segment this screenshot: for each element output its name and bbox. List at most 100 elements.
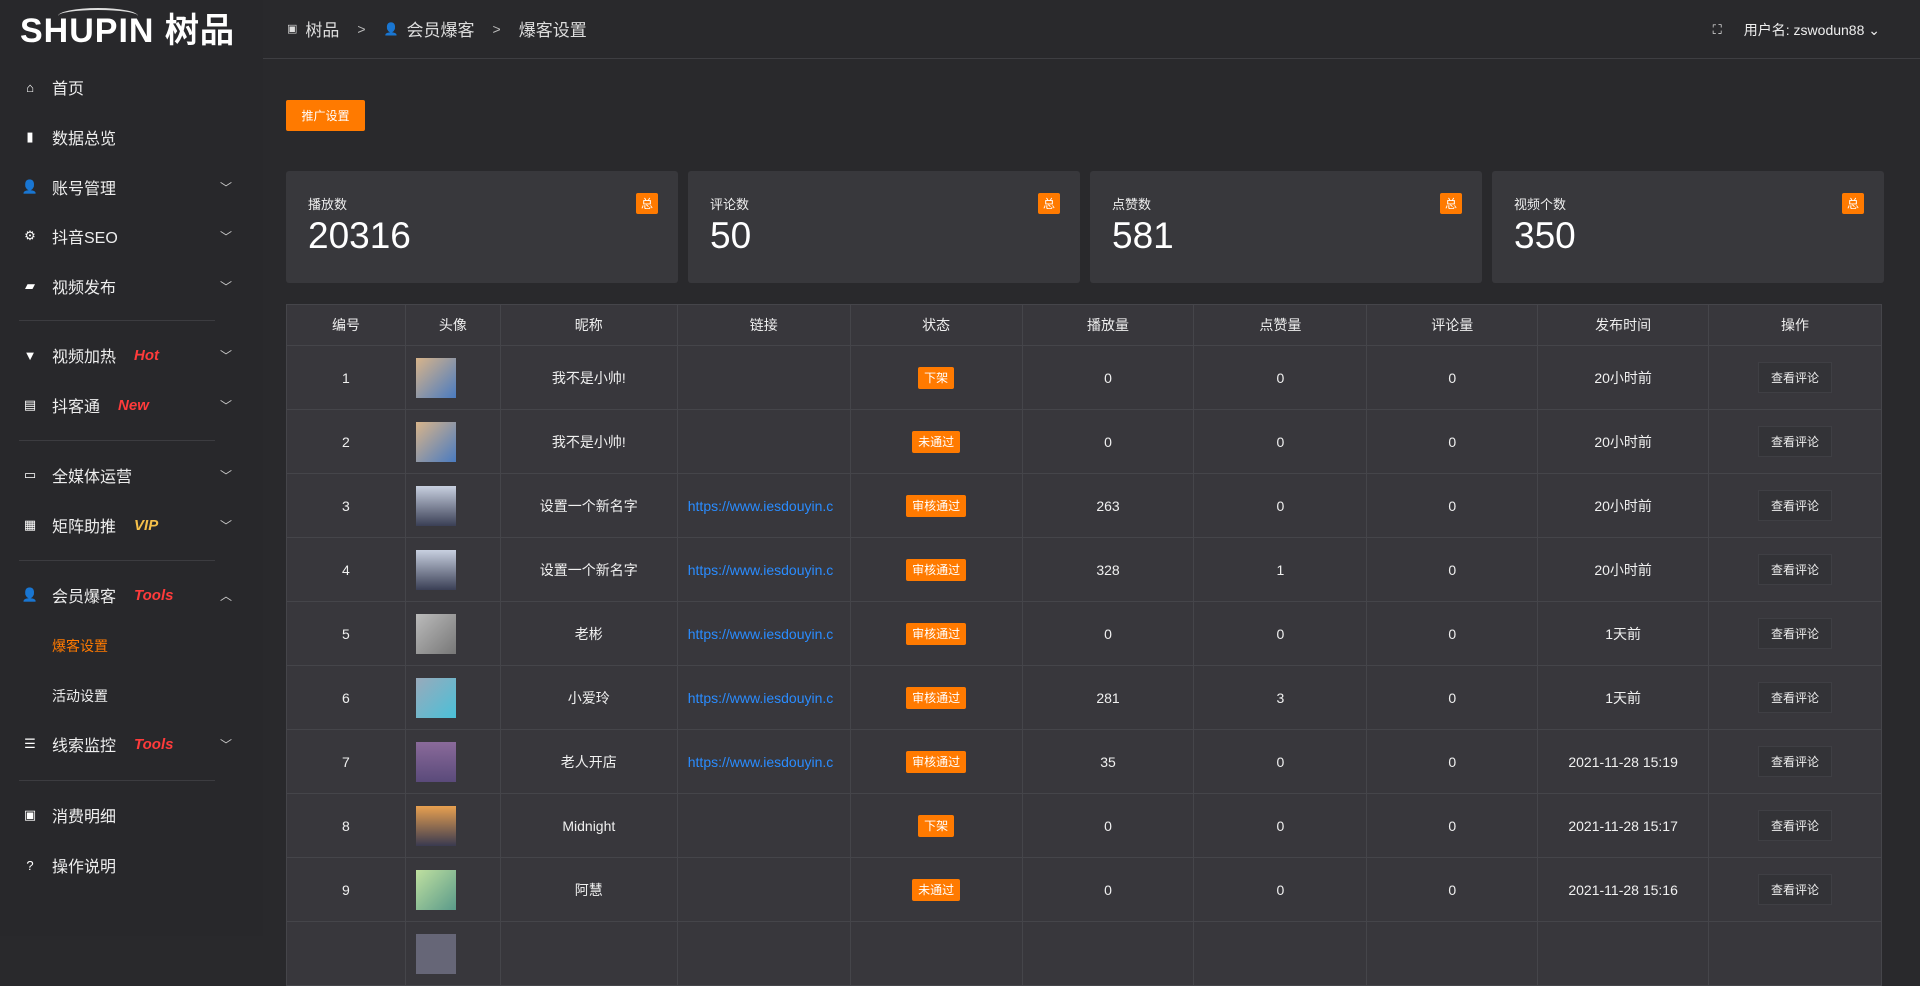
row-id: 8 <box>286 793 406 858</box>
sidebar-item-label: 全媒体运营 <box>52 469 133 486</box>
view-comments-button[interactable]: 查看评论 <box>1758 490 1833 521</box>
user-icon: 👤 <box>383 21 399 36</box>
plays: 0 <box>1021 409 1195 474</box>
table-row: 3 设置一个新名字 https://www.iesdouyin.c 审核通过 2… <box>286 473 1882 538</box>
status-badge: 审核通过 <box>906 559 967 581</box>
table-row: 1 我不是小帅! 下架 0 0 0 20小时前 查看评论 <box>286 345 1882 410</box>
sidebar-item[interactable]: ? 操作说明 <box>22 850 232 880</box>
likes: 0 <box>1193 793 1368 858</box>
chevron-down-icon: ﹀ <box>219 229 232 244</box>
likes: 0 <box>1193 857 1368 922</box>
view-comments-button[interactable]: 查看评论 <box>1758 810 1833 841</box>
total-badge: 总 <box>1841 193 1864 214</box>
publish-time: 20小时前 <box>1537 409 1710 474</box>
breadcrumb-item[interactable]: 会员爆客 <box>406 21 475 40</box>
column-header: 链接 <box>676 304 851 346</box>
view-comments-button[interactable]: 查看评论 <box>1758 362 1833 393</box>
breadcrumb: ▣ 树品 > 👤 会员爆客 > 爆客设置 <box>287 16 587 41</box>
view-comments-button[interactable]: 查看评论 <box>1758 746 1833 777</box>
sidebar-item[interactable]: ▦ 矩阵助推 VIP ﹀ <box>22 510 232 540</box>
likes: 1 <box>1193 537 1368 602</box>
total-badge: 总 <box>1037 193 1060 214</box>
sidebar-item-label: 消费明细 <box>52 809 117 826</box>
breadcrumb-item[interactable]: 树品 <box>305 21 340 40</box>
likes: 0 <box>1193 473 1368 538</box>
view-comments-button[interactable]: 查看评论 <box>1758 426 1833 457</box>
view-comments-button[interactable]: 查看评论 <box>1758 554 1833 585</box>
stat-card: 播放数 20316 总 <box>286 171 678 283</box>
stat-card: 评论数 50 总 <box>688 171 1080 283</box>
sidebar-item[interactable]: 👤 会员爆客 Tools ︿ <box>22 580 232 610</box>
row-id: 6 <box>286 665 406 730</box>
avatar <box>415 805 456 846</box>
stat-value: 50 <box>710 215 752 256</box>
logo[interactable]: SHUPIN 树品 <box>20 8 235 52</box>
sidebar-item[interactable]: 👤 账号管理 ﹀ <box>22 172 232 202</box>
avatar <box>415 677 456 718</box>
video-link[interactable]: https://www.iesdouyin.c <box>687 497 834 514</box>
video-link[interactable]: https://www.iesdouyin.c <box>687 753 834 770</box>
total-badge: 总 <box>635 193 658 214</box>
home-icon: ⌂ <box>26 79 34 95</box>
stat-value: 581 <box>1112 215 1174 256</box>
plays: 0 <box>1021 345 1195 410</box>
publish-time: 1天前 <box>1537 601 1710 666</box>
promo-settings-button[interactable]: 推广设置 <box>286 100 365 131</box>
table-row: 5 老彬 https://www.iesdouyin.c 审核通过 0 0 0 … <box>286 601 1882 666</box>
video-link[interactable]: https://www.iesdouyin.c <box>687 561 834 578</box>
table-row: 6 小爱玲 https://www.iesdouyin.c 审核通过 281 3… <box>286 665 1882 730</box>
chevron-down-icon: ﹀ <box>219 398 232 413</box>
stat-value: 350 <box>1514 215 1576 256</box>
sidebar-item-label: 首页 <box>52 81 85 98</box>
plays: 0 <box>1021 601 1195 666</box>
username: 用户名: zswodun88 <box>1743 22 1865 38</box>
sidebar-item[interactable]: ▰ 视频发布 ﹀ <box>22 271 232 301</box>
flag-icon: ▼ <box>23 347 37 363</box>
stat-value: 20316 <box>308 215 411 256</box>
status-badge: 审核通过 <box>906 751 967 773</box>
comments: 0 <box>1366 729 1539 794</box>
view-comments-button[interactable]: 查看评论 <box>1758 874 1833 905</box>
user-menu[interactable]: 用户名: zswodun88 ⌄ <box>1744 20 1880 40</box>
monitor-icon: ▭ <box>23 467 37 482</box>
sidebar-item-label: 线索监控 <box>52 738 117 755</box>
sidebar-item[interactable]: ▭ 全媒体运营 ﹀ <box>22 460 232 490</box>
total-badge: 总 <box>1439 193 1462 214</box>
sidebar-item[interactable]: ☰ 线索监控 Tools ﹀ <box>22 729 232 759</box>
chevron-down-icon: ﹀ <box>219 518 232 533</box>
sidebar-item-tag: Tools <box>134 735 174 753</box>
column-header: 播放量 <box>1021 304 1195 346</box>
video-link[interactable]: https://www.iesdouyin.c <box>687 625 834 642</box>
sidebar-item[interactable]: ⌂ 首页 <box>22 72 232 102</box>
divider <box>19 320 215 321</box>
nickname: 老人开店 <box>499 729 678 794</box>
table-row: 9 阿慧 未通过 0 0 0 2021-11-28 15:16 查看评论 <box>286 857 1882 922</box>
column-header: 评论量 <box>1366 304 1539 346</box>
view-comments-button[interactable]: 查看评论 <box>1758 618 1833 649</box>
sidebar-subitem[interactable]: 活动设置 <box>52 688 108 704</box>
sidebar-item[interactable]: ▼ 视频加热 Hot ﹀ <box>22 340 232 370</box>
sidebar-item-tag: Tools <box>134 586 174 604</box>
row-id: 5 <box>286 601 406 666</box>
row-id: 3 <box>286 473 406 538</box>
sidebar-item[interactable]: ⚙ 抖音SEO ﹀ <box>22 221 232 251</box>
fullscreen-icon[interactable]: ⛶ <box>1712 22 1722 37</box>
table-row: 2 我不是小帅! 未通过 0 0 0 20小时前 查看评论 <box>286 409 1882 474</box>
avatar <box>415 485 456 526</box>
publish-time: 20小时前 <box>1537 473 1710 538</box>
sidebar-subitem[interactable]: 爆客设置 <box>52 638 108 654</box>
sidebar-item[interactable]: ▤ 抖客通 New ﹀ <box>22 390 232 420</box>
sidebar-item[interactable]: ▣ 消费明细 <box>22 800 232 830</box>
sidebar-item-tag: VIP <box>134 516 159 534</box>
sidebar-item-label: 矩阵助推 <box>52 519 117 536</box>
stat-label: 视频个数 <box>1514 197 1567 212</box>
likes: 0 <box>1193 345 1368 410</box>
sidebar-item[interactable]: ▮ 数据总览 <box>22 122 232 152</box>
row-id: 4 <box>286 537 406 602</box>
stat-label: 播放数 <box>308 197 348 212</box>
nickname: 我不是小帅! <box>499 409 678 474</box>
sidebar-item-label: 数据总览 <box>52 131 117 148</box>
comments: 0 <box>1366 665 1539 730</box>
view-comments-button[interactable]: 查看评论 <box>1758 682 1833 713</box>
video-link[interactable]: https://www.iesdouyin.c <box>687 689 834 706</box>
